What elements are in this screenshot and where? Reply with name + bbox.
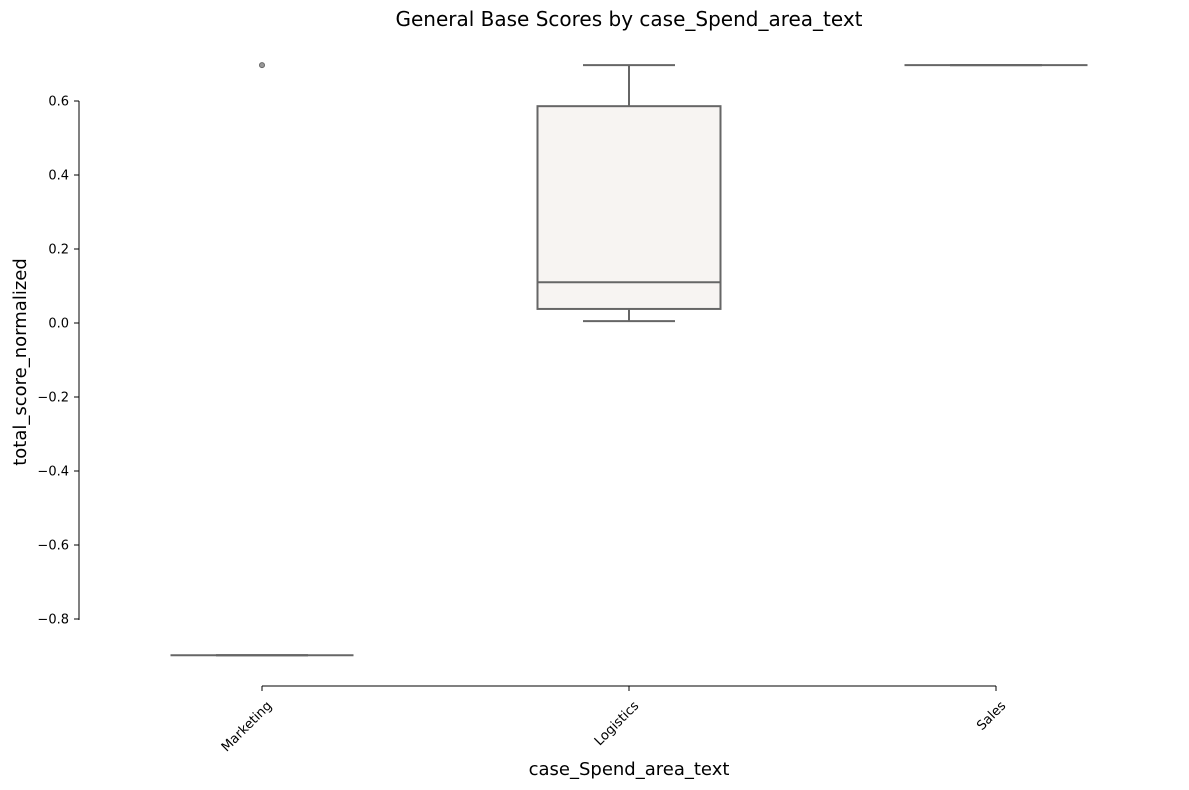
x-tick-label: Logistics <box>592 698 643 749</box>
y-axis-label: total_score_normalized <box>10 258 31 466</box>
box-group-marketing <box>170 62 354 657</box>
y-tick-label: 0.0 <box>48 317 69 332</box>
y-tick-label: −0.2 <box>37 391 69 406</box>
chart-title: General Base Scores by case_Spend_area_t… <box>395 7 862 31</box>
box-group-logistics <box>536 64 722 323</box>
y-tick-label: −0.6 <box>37 539 69 554</box>
x-tick-label: Marketing <box>219 699 275 755</box>
outlier-point <box>259 62 265 69</box>
y-tick-label: 0.4 <box>48 169 69 184</box>
y-tick-label: 0.6 <box>48 95 69 110</box>
y-tick-label: −0.4 <box>37 465 69 480</box>
x-axis-label: case_Spend_area_text <box>529 759 730 780</box>
x-tick-label: Sales <box>974 699 1009 734</box>
y-tick-label: 0.2 <box>48 243 69 258</box>
y-tick-label: −0.8 <box>37 613 69 628</box>
box-body <box>536 105 722 310</box>
